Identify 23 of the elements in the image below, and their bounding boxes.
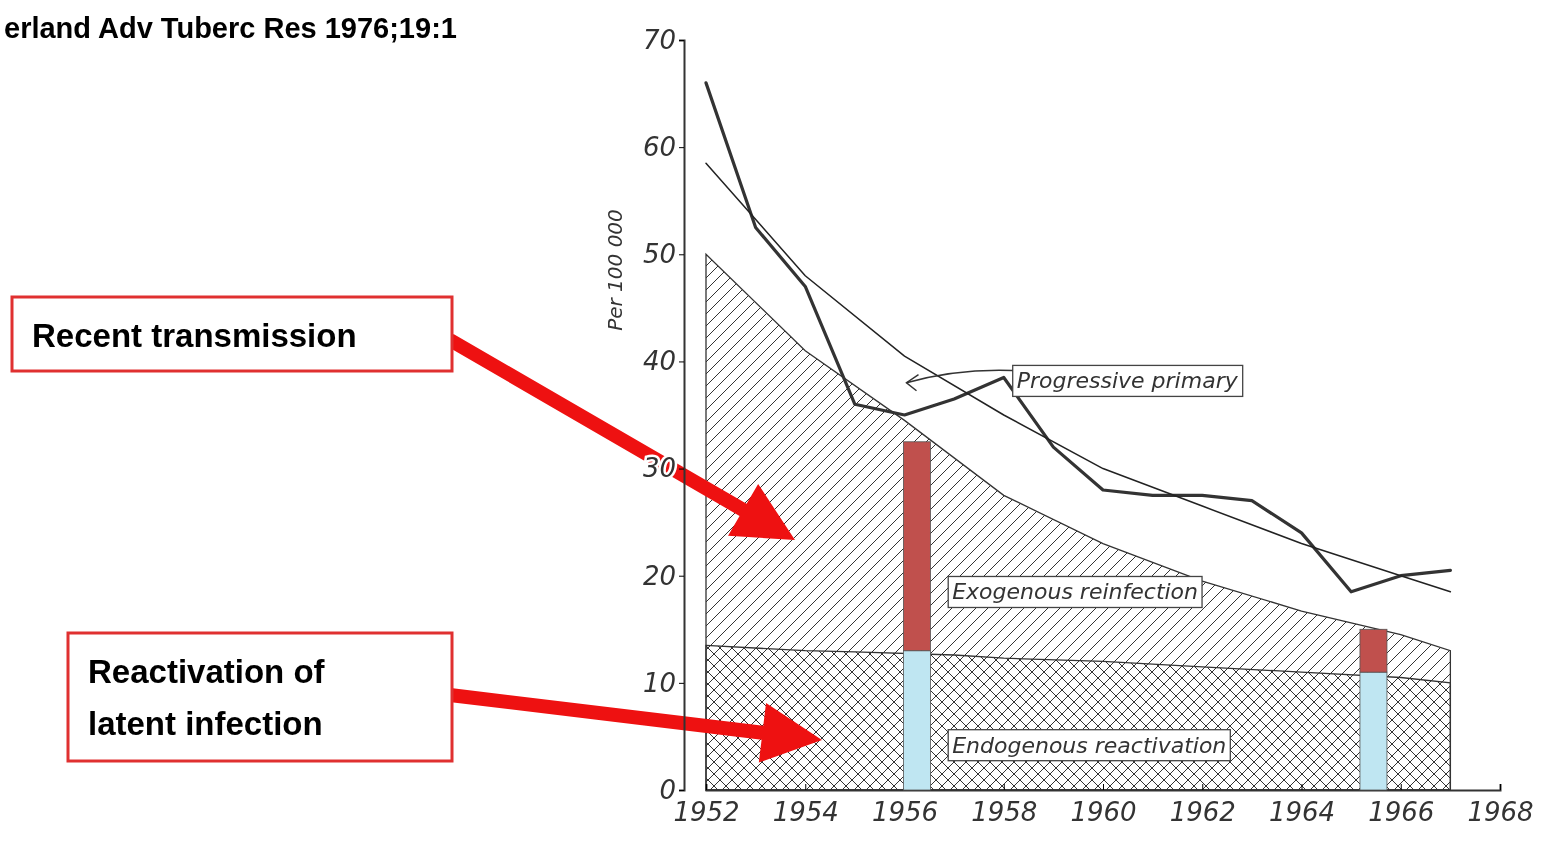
x-tick-label: 1960 bbox=[1070, 797, 1137, 827]
x-tick-label: 1964 bbox=[1268, 797, 1336, 827]
x-tick-label: 1954 bbox=[772, 797, 839, 827]
x-tick-label: 1952 bbox=[673, 797, 740, 827]
y-tick-label: 20 bbox=[642, 560, 676, 591]
x-tick-label: 1966 bbox=[1368, 797, 1435, 827]
y-tick-label: 10 bbox=[642, 667, 676, 698]
y-tick-label: 60 bbox=[642, 131, 676, 162]
text: erland Adv Tuberc Res 1976;19:1 bbox=[4, 12, 457, 44]
y-axis-title: Per 100 000 bbox=[603, 209, 627, 331]
x-tick-label: 1962 bbox=[1169, 797, 1236, 827]
x-tick-label: 1958 bbox=[971, 797, 1038, 827]
x-tick-label: 1968 bbox=[1467, 797, 1534, 827]
x-tick-label: 1956 bbox=[871, 797, 939, 827]
annotation: Exogenous reinfection bbox=[952, 579, 1199, 605]
text: Reactivation of latent infection bbox=[88, 653, 326, 742]
y-tick-label: 40 bbox=[642, 346, 676, 377]
text: Recent transmission bbox=[32, 317, 357, 354]
y-tick-label: 0 bbox=[659, 774, 676, 805]
annotation: Endogenous reactivation bbox=[952, 732, 1227, 758]
annotation: Progressive primary bbox=[1016, 368, 1239, 394]
y-tick-label: 50 bbox=[642, 239, 676, 270]
y-tick-label: 70 bbox=[642, 24, 676, 55]
